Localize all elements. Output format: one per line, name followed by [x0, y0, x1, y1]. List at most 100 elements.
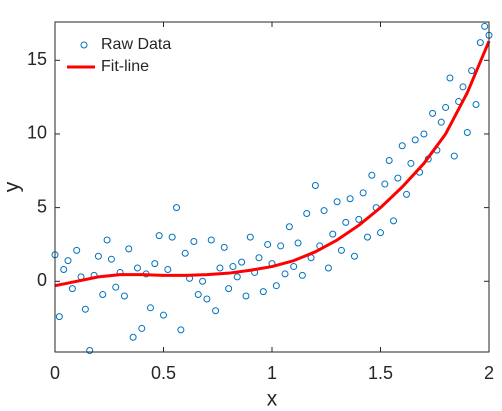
data-point [194, 291, 202, 299]
data-point [342, 218, 350, 226]
data-point [112, 283, 120, 291]
data-point [229, 263, 237, 271]
data-point [311, 182, 319, 190]
data-point [442, 103, 450, 111]
x-tick-label: 1 [267, 363, 277, 383]
data-point [207, 236, 215, 244]
data-point [368, 171, 376, 179]
data-point [429, 109, 437, 117]
data-point [99, 291, 107, 299]
x-tick-label: 1.5 [368, 363, 393, 383]
data-point [68, 285, 76, 293]
data-point [246, 233, 254, 241]
data-point [155, 232, 163, 240]
x-tick-label: 2 [484, 363, 494, 383]
data-point [238, 258, 246, 266]
data-point [55, 313, 63, 321]
data-point [468, 67, 476, 75]
data-point [255, 254, 263, 262]
data-point [294, 239, 302, 247]
data-point [86, 347, 94, 355]
data-point [390, 217, 398, 225]
data-point [138, 324, 146, 332]
data-point [103, 236, 111, 244]
data-point [285, 223, 293, 231]
data-point [329, 230, 337, 238]
data-point [177, 326, 185, 334]
data-point [281, 270, 289, 278]
axes-box [54, 21, 490, 353]
y-tick-label: 10 [27, 123, 47, 143]
y-tick-label: 15 [27, 49, 47, 69]
data-point [324, 264, 332, 272]
data-point [394, 174, 402, 182]
data-point [168, 233, 176, 241]
data-point [381, 180, 389, 188]
legend-label: Fit-line [101, 58, 149, 75]
data-point [407, 159, 415, 167]
data-point [129, 333, 137, 341]
data-point [225, 285, 233, 293]
y-axis-label: y [1, 181, 24, 192]
data-point [303, 210, 311, 218]
data-point [403, 190, 411, 198]
data-point [120, 292, 128, 300]
data-point [411, 136, 419, 144]
data-point [298, 271, 306, 279]
y-tick-label: 0 [37, 270, 47, 290]
data-point [60, 266, 68, 273]
data-point [277, 242, 285, 250]
data-point [355, 215, 363, 223]
data-point [146, 304, 154, 312]
data-point [272, 282, 280, 290]
data-point [420, 130, 428, 138]
data-point [459, 83, 467, 91]
legend-label: Raw Data [101, 36, 171, 53]
data-point [377, 229, 384, 237]
legend-marker [80, 41, 88, 49]
data-point [212, 307, 220, 315]
data-point [398, 142, 406, 150]
data-point [181, 249, 189, 257]
data-point [385, 156, 393, 164]
data-point [173, 204, 181, 212]
data-point [264, 240, 272, 248]
data-point [290, 263, 298, 271]
data-point [259, 288, 267, 296]
data-point [446, 74, 454, 82]
fit-line [54, 40, 491, 288]
data-point [164, 266, 172, 273]
x-tick-label: 0 [50, 363, 60, 383]
data-point [220, 243, 228, 251]
data-point [160, 311, 167, 319]
data-point [107, 255, 115, 263]
data-point [333, 198, 341, 206]
data-point [81, 305, 89, 313]
data-point [94, 252, 102, 260]
data-point [450, 152, 458, 160]
data-point [199, 277, 207, 285]
data-point [472, 101, 480, 108]
data-point [320, 207, 328, 215]
data-point [216, 264, 224, 272]
x-tick-label: 0.5 [151, 363, 176, 383]
data-point [359, 189, 367, 197]
data-point [242, 292, 250, 300]
data-point [437, 118, 445, 126]
data-point [190, 238, 198, 246]
data-point [476, 39, 484, 47]
data-point [64, 257, 72, 265]
data-point [350, 252, 358, 260]
data-point [133, 264, 141, 272]
data-point [125, 245, 133, 253]
data-point [346, 195, 354, 203]
y-tick-label: 5 [37, 196, 47, 216]
data-point [73, 246, 81, 254]
x-axis-label: x [267, 388, 278, 411]
data-point [463, 128, 471, 136]
data-point [481, 22, 489, 30]
data-point [337, 246, 345, 254]
data-point [203, 295, 211, 303]
